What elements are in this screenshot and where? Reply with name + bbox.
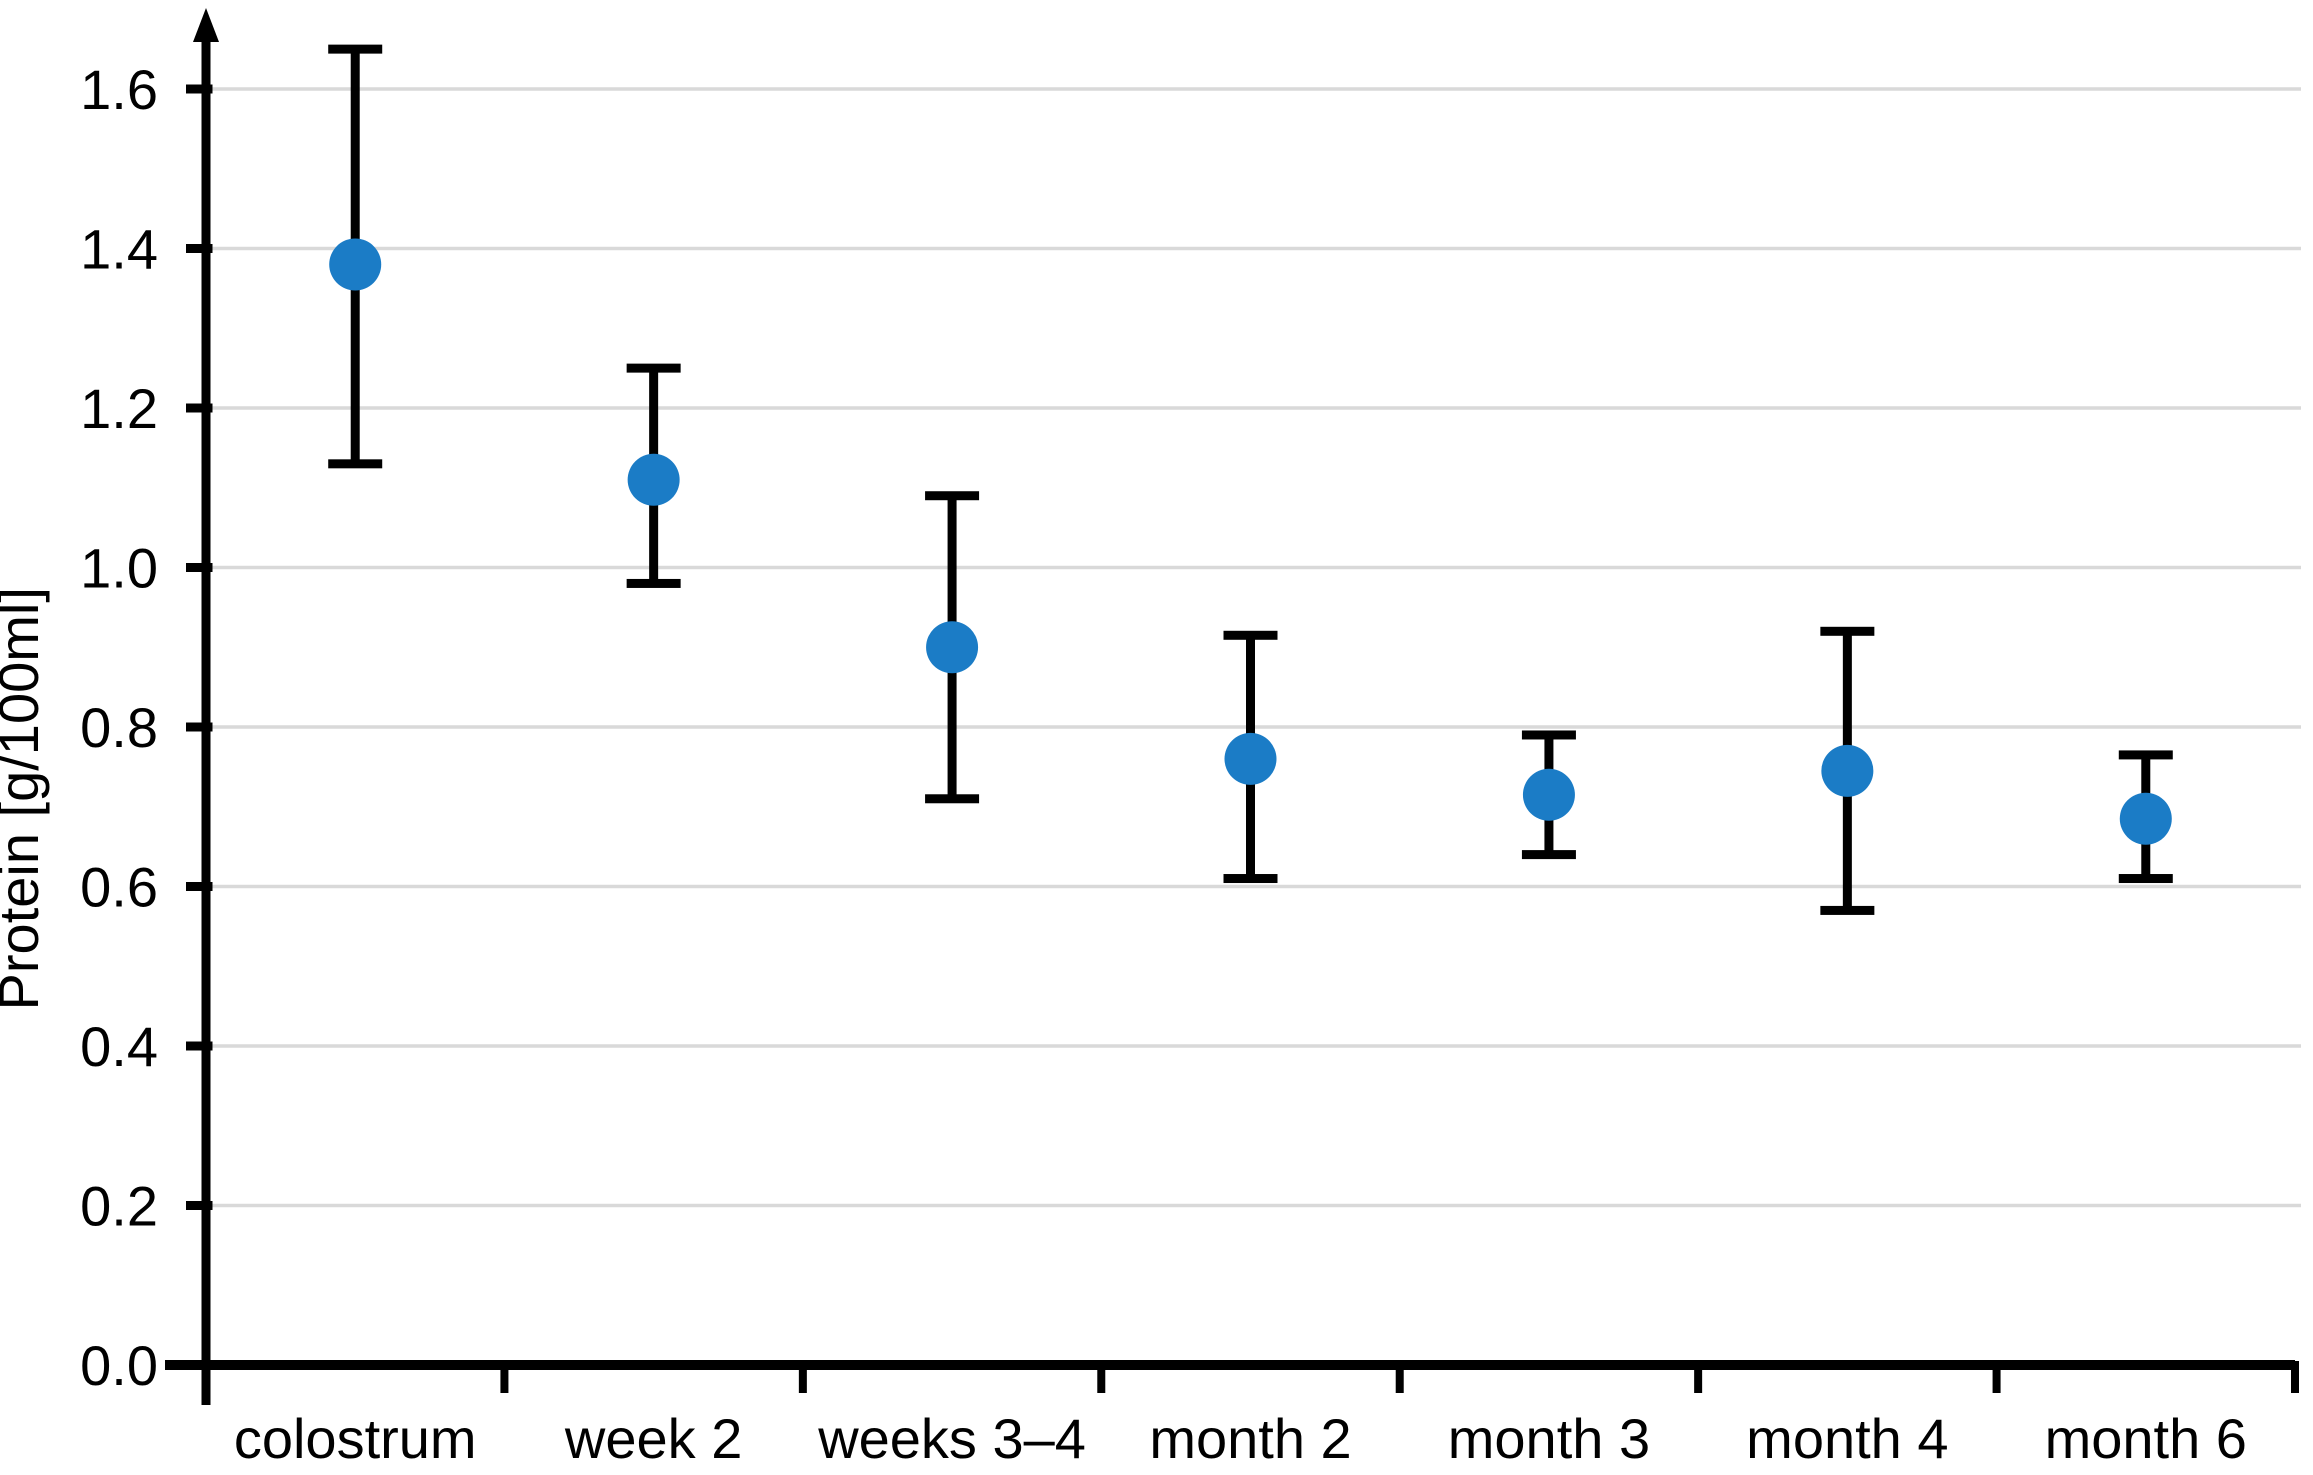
data-point bbox=[1821, 744, 1874, 797]
error-bar-cap-top bbox=[1521, 730, 1576, 740]
error-bar-cap-bottom bbox=[925, 794, 980, 804]
y-tick bbox=[186, 722, 213, 732]
error-bar-cap-top bbox=[1223, 630, 1278, 640]
error-bar-cap-bottom bbox=[328, 459, 383, 469]
data-point bbox=[1224, 732, 1277, 785]
x-category-label: colostrum bbox=[234, 1407, 477, 1470]
x-category-label: month 3 bbox=[1448, 1407, 1650, 1470]
y-tick bbox=[186, 1201, 213, 1210]
y-tick bbox=[186, 563, 213, 572]
y-axis-line bbox=[201, 36, 211, 1405]
x-category-label: weeks 3–4 bbox=[817, 1407, 1086, 1470]
y-tick-label: 0.4 bbox=[80, 1015, 158, 1078]
error-bar-cap-bottom bbox=[1521, 850, 1576, 860]
data-point bbox=[926, 621, 979, 674]
x-category-label: month 6 bbox=[2045, 1407, 2247, 1470]
x-category-label: month 4 bbox=[1746, 1407, 1948, 1470]
x-axis-line bbox=[165, 1360, 2295, 1370]
error-bar-cap-bottom bbox=[1820, 905, 1875, 915]
y-tick-label: 0.0 bbox=[80, 1334, 158, 1397]
x-tick bbox=[798, 1361, 807, 1393]
y-tick-label: 1.2 bbox=[80, 377, 158, 440]
error-bar-cap-bottom bbox=[626, 578, 681, 588]
y-tick-label: 0.8 bbox=[80, 696, 158, 759]
x-tick bbox=[2291, 1361, 2299, 1393]
y-tick bbox=[186, 1041, 213, 1051]
error-bar-cap-bottom bbox=[1223, 874, 1278, 884]
y-tick-label: 1.4 bbox=[80, 218, 158, 281]
y-tick-label: 0.6 bbox=[80, 856, 158, 919]
y-tick-label: 0.2 bbox=[80, 1175, 158, 1238]
error-bar-cap-top bbox=[925, 491, 980, 501]
error-bar-cap-bottom bbox=[2118, 874, 2173, 884]
error-bar-cap-top bbox=[626, 363, 681, 373]
x-category-label: month 2 bbox=[1149, 1407, 1351, 1470]
y-tick-label: 1.0 bbox=[80, 537, 158, 600]
x-tick bbox=[1694, 1361, 1703, 1393]
x-tick bbox=[1097, 1361, 1106, 1393]
error-bar-cap-top bbox=[2118, 750, 2173, 760]
y-tick-label: 1.6 bbox=[80, 58, 158, 121]
y-axis-title: Protein [g/100ml] bbox=[0, 587, 50, 1010]
data-point bbox=[627, 453, 680, 506]
y-tick bbox=[186, 882, 213, 891]
y-tick bbox=[186, 244, 213, 253]
y-axis-arrowhead bbox=[193, 8, 219, 42]
data-point bbox=[329, 238, 382, 291]
data-point bbox=[2119, 792, 2172, 845]
error-bar-cap-top bbox=[1820, 626, 1875, 636]
y-tick bbox=[186, 403, 213, 413]
data-point bbox=[1522, 768, 1575, 821]
x-category-label: week 2 bbox=[564, 1407, 742, 1470]
x-tick bbox=[1992, 1361, 2001, 1393]
y-tick bbox=[186, 84, 213, 94]
error-bar-cap-top bbox=[328, 44, 383, 54]
x-tick bbox=[1395, 1361, 1404, 1393]
x-tick bbox=[500, 1361, 509, 1393]
